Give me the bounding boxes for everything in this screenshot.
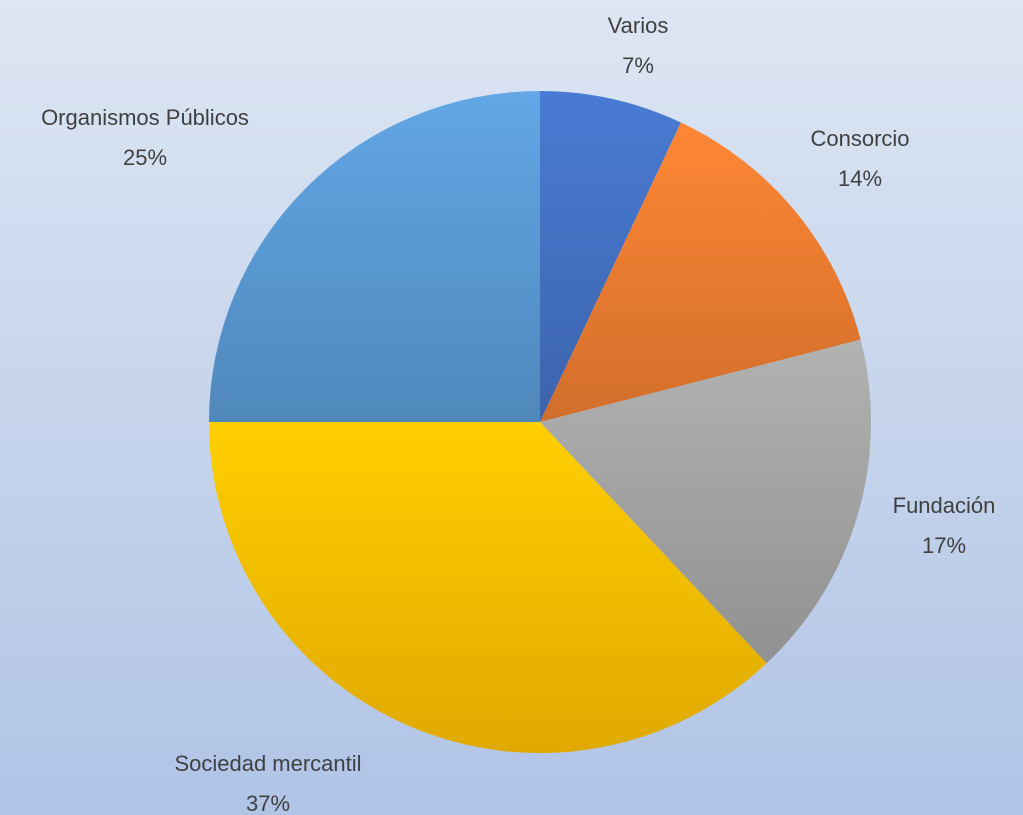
pie-slice: [209, 422, 767, 753]
slice-label: Sociedad mercantil: [174, 751, 361, 776]
pie-slice: [540, 339, 871, 664]
slice-label: Varios: [608, 13, 669, 38]
slice-label: Fundación: [893, 493, 996, 518]
slice-value-label: 17%: [922, 533, 966, 558]
slice-value-label: 7%: [622, 53, 654, 78]
pie-slice: [540, 122, 861, 422]
slice-value-label: 14%: [838, 166, 882, 191]
slice-value-label: 37%: [246, 791, 290, 815]
slice-label: Consorcio: [810, 126, 909, 151]
slice-label: Organismos Públicos: [41, 105, 249, 130]
pie-slice: [540, 91, 681, 422]
slice-value-label: 25%: [123, 145, 167, 170]
pie-slice: [209, 91, 540, 422]
